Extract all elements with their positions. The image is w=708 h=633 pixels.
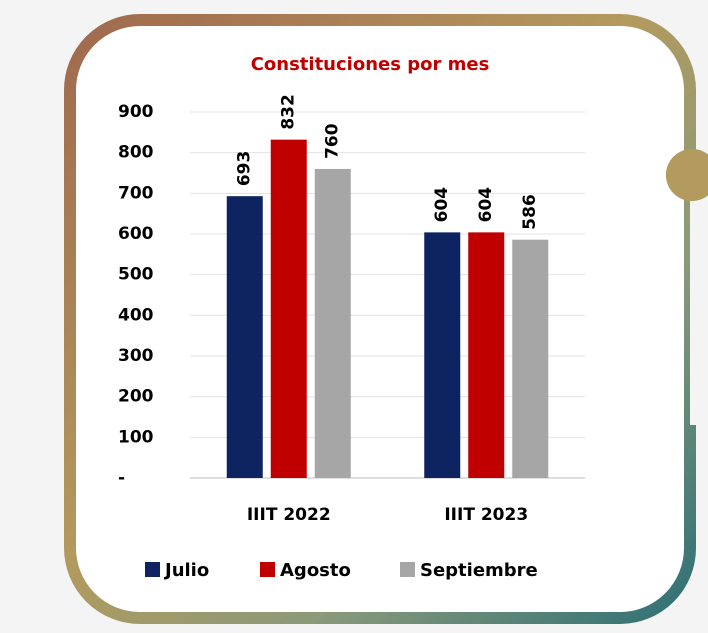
legend-label: Agosto xyxy=(280,560,351,581)
y-tick-label: 900 xyxy=(118,102,154,122)
y-tick-label: 500 xyxy=(118,265,154,285)
frame xyxy=(70,20,690,618)
bar xyxy=(512,240,548,478)
bar xyxy=(468,232,504,478)
bar xyxy=(424,232,460,478)
value-label: 586 xyxy=(520,194,540,230)
page: Constituciones por mes - 100 200 300 400 500 6… xyxy=(0,0,708,633)
chart: Constituciones por mes - 100 200 300 400 500 6… xyxy=(0,0,708,633)
legend-swatch xyxy=(145,562,160,577)
y-tick-label: 100 xyxy=(118,427,154,447)
bar xyxy=(315,169,351,478)
chart-title: Constituciones por mes xyxy=(251,54,490,75)
y-tick-label: 800 xyxy=(118,143,154,163)
bar xyxy=(227,196,263,478)
value-label: 760 xyxy=(323,123,343,159)
value-label: 604 xyxy=(432,187,452,223)
frame-gap xyxy=(690,165,708,425)
y-tick-label: 700 xyxy=(118,183,154,203)
x-tick-label: IIIT 2022 xyxy=(247,505,331,525)
bar xyxy=(271,140,307,478)
legend-swatch xyxy=(260,562,275,577)
value-label: 693 xyxy=(235,151,255,187)
legend-label: Septiembre xyxy=(420,560,538,581)
y-tick-label: 600 xyxy=(118,224,154,244)
value-label: 832 xyxy=(279,94,299,130)
legend-swatch xyxy=(400,562,415,577)
y-tick-label: - xyxy=(118,468,125,488)
value-label: 604 xyxy=(476,187,496,223)
y-tick-label: 300 xyxy=(118,346,154,366)
x-tick-label: IIIT 2023 xyxy=(444,505,528,525)
legend-label: Julio xyxy=(163,560,209,581)
y-tick-label: 400 xyxy=(118,305,154,325)
y-tick-label: 200 xyxy=(118,387,154,407)
